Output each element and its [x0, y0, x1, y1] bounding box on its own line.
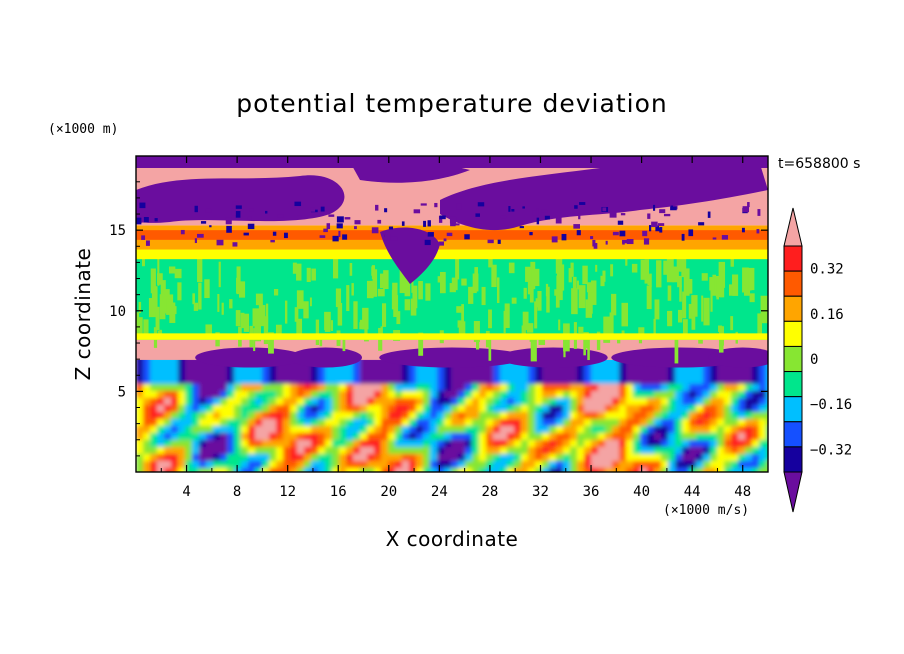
x-axis-label: X coordinate — [386, 527, 519, 551]
y-axis: 5 10 15 — [109, 181, 768, 457]
colorbar-box — [783, 245, 803, 272]
cold-blob-0 — [195, 347, 305, 368]
colorbar-box — [783, 270, 803, 297]
x-tick-label: 8 — [233, 484, 241, 500]
contour-field — [136, 156, 768, 472]
x-tick-label: 32 — [532, 484, 549, 500]
y-axis-label: Z coordinate — [71, 248, 95, 381]
cold-blob-3 — [498, 347, 608, 368]
top-cold-strip — [136, 156, 768, 168]
x-tick-label: 36 — [583, 484, 600, 500]
colorbar-label: 0.16 — [810, 307, 844, 323]
x-tick-label: 48 — [734, 484, 751, 500]
colorbar-top-arrow — [783, 207, 803, 247]
colorbar: 0.32 0.16 0 −0.16 −0.32 — [783, 207, 852, 513]
colorbar-box — [783, 320, 803, 347]
x-tick-label: 24 — [431, 484, 448, 500]
colorbar-box — [783, 421, 803, 448]
plot-frame — [135, 155, 769, 473]
x-tick-label: 28 — [481, 484, 498, 500]
colorbar-box — [783, 371, 803, 398]
y-tick-label: 10 — [109, 304, 126, 320]
colorbar-label: −0.32 — [810, 442, 852, 458]
cold-blob-1 — [289, 347, 363, 368]
x-tick-label: 16 — [330, 484, 347, 500]
x-tick-label: 40 — [633, 484, 650, 500]
x-unit-label: (×1000 m/s) — [663, 503, 749, 518]
colorbar-box — [783, 295, 803, 322]
y-unit-label: (×1000 m) — [48, 122, 118, 137]
cold-patch-0 — [136, 175, 345, 223]
x-axis: 4 8 12 16 20 24 28 32 36 40 44 48 — [160, 156, 751, 500]
time-label: t=658800 s — [778, 156, 860, 172]
convective-layer — [136, 355, 768, 472]
colorbar-label: −0.16 — [810, 397, 852, 413]
x-tick-label: 44 — [684, 484, 701, 500]
colorbar-label: 0 — [810, 352, 818, 368]
colorbar-label: 0.32 — [810, 262, 844, 278]
y-tick-label: 5 — [118, 384, 126, 400]
yellow-line-lower — [136, 333, 768, 340]
y-tick-label: 15 — [109, 223, 126, 239]
cold-patch-2 — [440, 161, 768, 231]
cold-blob-2 — [379, 347, 525, 368]
x-tick-label: 12 — [279, 484, 296, 500]
x-tick-label: 20 — [380, 484, 397, 500]
colorbar-box — [783, 446, 803, 473]
cold-blob-5 — [708, 347, 768, 368]
chart-title: potential temperature deviation — [236, 89, 667, 118]
x-tick-label: 4 — [182, 484, 190, 500]
colorbar-bottom-arrow — [783, 471, 803, 513]
colorbar-box — [783, 396, 803, 423]
neutral-streaks — [136, 253, 768, 364]
yellow-line-upper — [136, 249, 768, 260]
colorbar-box — [783, 345, 803, 373]
